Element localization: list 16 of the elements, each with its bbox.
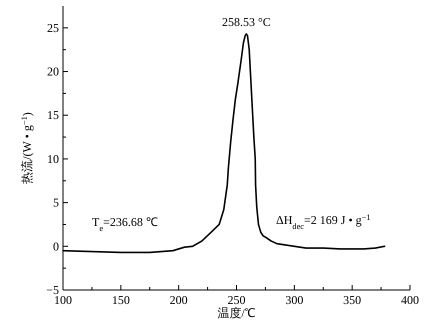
annotation: 258.53 °C	[222, 14, 271, 29]
y-tick-label: 5	[53, 196, 59, 210]
x-tick-label: 200	[170, 293, 188, 307]
x-tick-label: 250	[228, 293, 246, 307]
y-tick-label: 0	[53, 239, 59, 254]
annotation: T$_{e}$=236.68 ℃	[92, 215, 158, 232]
y-tick-label: 15	[47, 108, 59, 122]
x-axis-title: 温度/℃	[217, 306, 256, 320]
y-tick-label: 10	[47, 152, 59, 166]
y-tick-label: 20	[47, 64, 59, 79]
y-tick-label: 25	[47, 20, 59, 35]
x-tick-label: 400	[401, 293, 419, 307]
x-tick-label: 150	[112, 293, 130, 307]
x-tick-label: 300	[285, 293, 304, 307]
annotation: ΔH$_{dec}$=2 169 J • g$^{−1}$	[276, 212, 371, 230]
x-tick-label: 350	[343, 293, 362, 307]
